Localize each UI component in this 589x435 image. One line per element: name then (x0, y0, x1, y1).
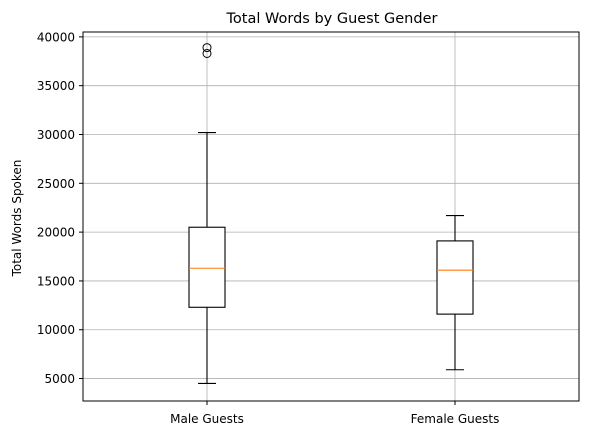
x-tick-label: Male Guests (170, 412, 244, 426)
y-tick-label: 25000 (37, 177, 75, 191)
y-axis-label: Total Words Spoken (10, 160, 24, 278)
box-male-guests (188, 43, 226, 384)
outlier-point (202, 43, 212, 53)
y-tick-label: 5000 (44, 372, 75, 386)
x-tick-label: Female Guests (411, 412, 500, 426)
iqr-box (436, 240, 474, 315)
iqr-box (188, 226, 226, 308)
y-tick-label: 20000 (37, 226, 75, 240)
box-layer (188, 43, 474, 384)
box-female-guests (436, 214, 474, 371)
y-axis-ticks: 5000 10000 15000 20000 25000 30000 35000 40000 (37, 30, 83, 386)
y-tick-label: 10000 (37, 323, 75, 337)
chart-title: Total Words by Guest Gender (226, 11, 438, 27)
y-tick-label: 35000 (37, 79, 75, 93)
x-axis-ticks: Male Guests Female Guests (170, 401, 499, 426)
outlier-point (202, 48, 212, 58)
axes-frame (82, 31, 580, 402)
y-tick-label: 40000 (37, 30, 75, 44)
y-tick-label: 15000 (37, 274, 75, 288)
y-tick-label: 30000 (37, 128, 75, 142)
